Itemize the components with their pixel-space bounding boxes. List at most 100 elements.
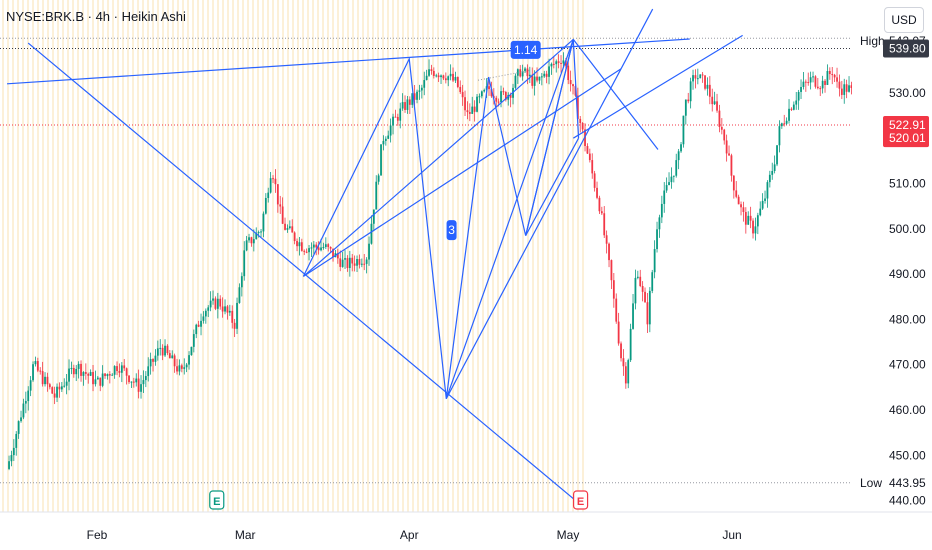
price-tick-label: 470.00 xyxy=(889,358,926,372)
candle-body xyxy=(209,300,212,308)
session-stripe xyxy=(212,0,214,512)
session-stripe xyxy=(462,0,464,512)
candle-body xyxy=(348,257,351,269)
candle-body xyxy=(598,197,601,212)
session-stripe xyxy=(142,0,144,512)
session-stripe xyxy=(167,0,169,512)
chart-annotations[interactable]: 1.14 3 xyxy=(446,40,541,241)
candle-body xyxy=(44,376,46,385)
candle-body xyxy=(190,346,193,356)
candle-body xyxy=(291,226,294,233)
candle-body xyxy=(596,187,598,198)
candle-body xyxy=(478,96,481,98)
candle-body xyxy=(778,126,781,146)
candle-body xyxy=(548,66,550,77)
candle-body xyxy=(819,88,822,90)
time-tick-label: May xyxy=(557,528,580,542)
session-stripe xyxy=(92,0,94,512)
candle-body xyxy=(89,372,92,376)
session-stripe xyxy=(2,0,4,512)
candle-body xyxy=(420,87,423,91)
candle-body xyxy=(483,89,486,92)
candle-body xyxy=(651,272,654,291)
candle-body xyxy=(476,96,478,112)
candle-body xyxy=(449,73,452,77)
candle-body xyxy=(377,175,380,182)
candle-body xyxy=(792,104,795,110)
candle-body xyxy=(600,211,603,214)
candle-body xyxy=(574,86,577,96)
candle-body xyxy=(454,77,457,81)
candle-body xyxy=(428,69,430,76)
candle-body xyxy=(639,276,642,286)
candle-body xyxy=(248,237,250,241)
candle-body xyxy=(516,69,519,76)
candle-body xyxy=(120,365,123,373)
candle-body xyxy=(747,215,750,225)
session-stripe xyxy=(127,0,129,512)
candle-body xyxy=(303,250,306,252)
annotation-badge xyxy=(510,40,541,59)
candle-body xyxy=(622,358,625,367)
candle-body xyxy=(658,217,661,230)
price-tick-label: 450.00 xyxy=(889,448,926,462)
candle-body xyxy=(610,260,613,281)
trendline-drawings[interactable] xyxy=(6,8,743,508)
session-stripe xyxy=(227,0,229,512)
candle-body xyxy=(332,248,334,258)
session-stripe xyxy=(207,0,209,512)
candle-body xyxy=(480,91,483,97)
candle-body xyxy=(36,361,39,371)
session-stripe xyxy=(432,0,434,512)
candle-body xyxy=(725,140,728,154)
candle-body xyxy=(80,363,82,376)
currency-button[interactable]: USD xyxy=(884,7,924,33)
candle-body xyxy=(178,365,181,372)
session-stripe xyxy=(417,0,419,512)
trendline xyxy=(525,137,580,236)
candle-body xyxy=(560,62,562,64)
candle-body xyxy=(812,76,814,78)
candle-body xyxy=(240,276,243,288)
candle-body xyxy=(123,365,126,369)
candle-body xyxy=(514,75,517,88)
annotation-label: 3 xyxy=(448,223,455,237)
candle-body xyxy=(423,80,426,88)
candle-body xyxy=(108,374,111,376)
candle-body xyxy=(255,232,258,240)
candle-body xyxy=(116,366,118,372)
candle-body xyxy=(48,384,51,388)
candle-body xyxy=(627,360,630,384)
earnings-icon xyxy=(572,490,589,510)
candle-body xyxy=(197,324,200,327)
time-axis[interactable]: Feb Mar Apr May Jun xyxy=(0,511,932,550)
session-stripe xyxy=(472,0,474,512)
session-stripe xyxy=(177,0,179,512)
session-stripe xyxy=(477,0,479,512)
candle-body xyxy=(776,145,778,165)
symbol-title[interactable]: NYSE:BRK.B · 4h · Heikin Ashi xyxy=(6,9,186,24)
candle-body xyxy=(615,298,618,322)
candle-body xyxy=(214,298,217,309)
candle-body xyxy=(641,285,644,292)
candle-body xyxy=(687,99,690,102)
candle-body xyxy=(356,258,358,266)
session-stripe xyxy=(157,0,159,512)
session-stripe xyxy=(182,0,184,512)
candle-body xyxy=(524,68,526,72)
candle-body xyxy=(591,160,594,174)
candle-body xyxy=(228,310,231,313)
price-axis[interactable]: 440.00 450.00 460.00 470.00 480.00 490.00 500.… xyxy=(852,0,932,550)
candle-body xyxy=(404,102,406,110)
candle-body xyxy=(430,69,433,71)
session-stripe xyxy=(192,0,194,512)
session-stripe xyxy=(107,0,109,512)
candle-body xyxy=(382,140,385,145)
session-stripe xyxy=(187,0,189,512)
trendline xyxy=(445,8,654,400)
candle-body xyxy=(394,116,397,118)
candle-body xyxy=(82,372,85,376)
session-stripe xyxy=(257,0,259,512)
